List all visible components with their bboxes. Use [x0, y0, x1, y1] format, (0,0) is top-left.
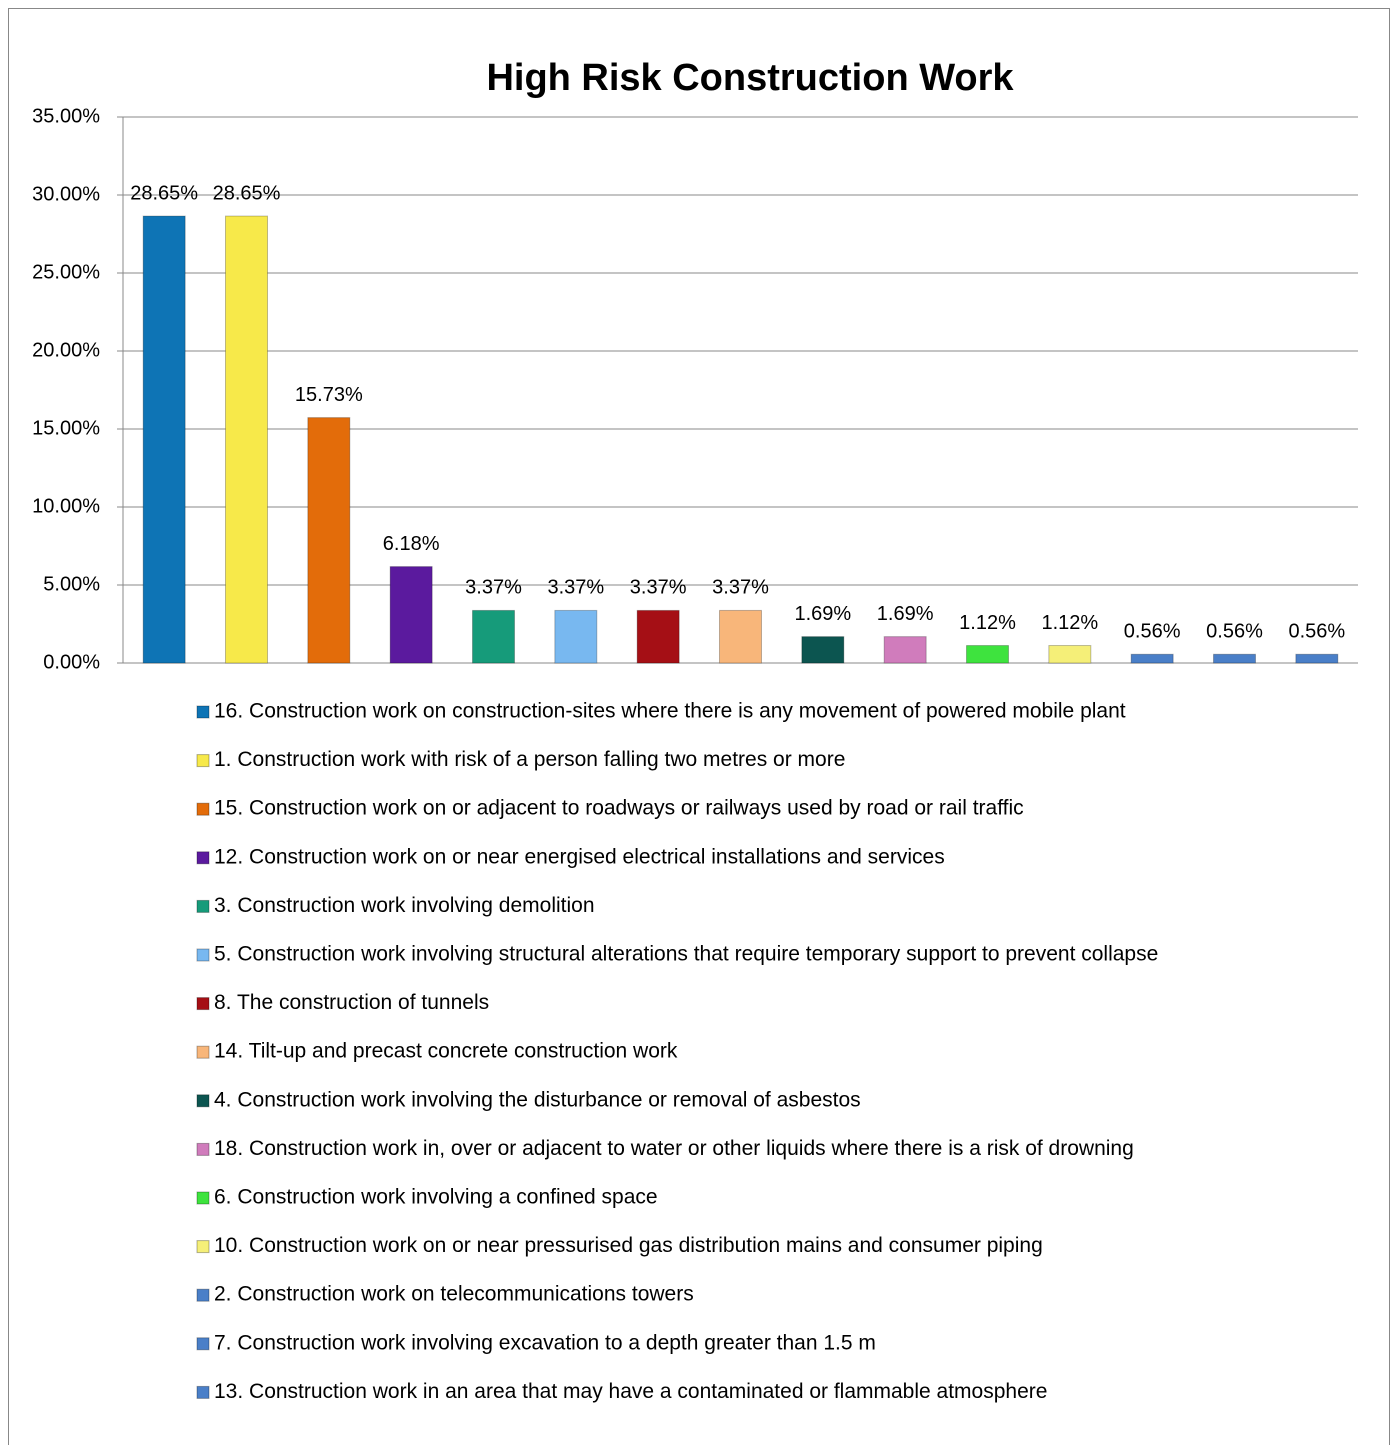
- data-label: 0.56%: [1124, 621, 1181, 643]
- legend-swatch: [196, 1191, 210, 1205]
- legend-swatch: [196, 754, 210, 768]
- legend-label: 13. Construction work in an area that ma…: [214, 1380, 1047, 1403]
- bar: [389, 566, 433, 664]
- bar: [307, 417, 351, 664]
- bar: [883, 636, 927, 664]
- data-label: 0.56%: [1288, 621, 1345, 643]
- data-label: 3.37%: [712, 577, 769, 599]
- legend-label: 8. The construction of tunnels: [214, 991, 489, 1014]
- data-label: 0.56%: [1206, 621, 1263, 643]
- chart-frame: [8, 8, 1390, 1445]
- y-tick-label: 0.00%: [43, 651, 100, 673]
- data-label: 1.12%: [1041, 612, 1098, 634]
- legend-swatch: [196, 1045, 210, 1059]
- legend-label: 5. Construction work involving structura…: [214, 943, 1158, 966]
- data-label: 28.65%: [213, 182, 281, 204]
- bar: [554, 609, 598, 664]
- chart-title: High Risk Construction Work: [486, 57, 1014, 99]
- bar: [142, 215, 186, 664]
- y-tick-label: 20.00%: [32, 339, 100, 361]
- legend-label: 4. Construction work involving the distu…: [214, 1088, 861, 1111]
- legend-swatch: [196, 1385, 210, 1399]
- legend-swatch: [196, 1142, 210, 1156]
- y-tick-label: 10.00%: [32, 495, 100, 517]
- bar: [472, 609, 515, 664]
- legend-label: 16. Construction work on construction-si…: [214, 700, 1126, 723]
- legend-swatch: [196, 1094, 210, 1108]
- legend-label: 7. Construction work involving excavatio…: [214, 1331, 876, 1354]
- bar: [1213, 653, 1256, 664]
- data-label: 28.65%: [130, 182, 198, 204]
- legend-label: 15. Construction work on or adjacent to …: [214, 797, 1024, 820]
- data-label: 1.69%: [877, 603, 934, 625]
- legend-swatch: [196, 899, 210, 913]
- bar: [801, 636, 845, 664]
- data-label: 1.69%: [794, 603, 851, 625]
- legend-swatch: [196, 1288, 210, 1302]
- bar: [636, 609, 680, 664]
- legend-swatch: [196, 997, 210, 1011]
- bar: [966, 645, 1009, 664]
- data-label: 6.18%: [383, 533, 440, 555]
- data-label: 15.73%: [295, 384, 363, 406]
- y-tick-label: 35.00%: [32, 105, 100, 127]
- bar: [1130, 653, 1174, 664]
- bar: [1048, 645, 1092, 664]
- legend-label: 6. Construction work involving a confine…: [214, 1186, 658, 1209]
- legend-label: 3. Construction work involving demolitio…: [214, 894, 595, 917]
- legend-swatch: [196, 705, 210, 719]
- data-label: 3.37%: [465, 577, 522, 599]
- legend-label: 18. Construction work in, over or adjace…: [214, 1137, 1134, 1160]
- legend-label: 12. Construction work on or near energis…: [214, 845, 945, 868]
- y-tick-label: 25.00%: [32, 261, 100, 283]
- y-tick-label: 30.00%: [32, 183, 100, 205]
- bar: [225, 215, 268, 664]
- data-label: 1.12%: [959, 612, 1016, 634]
- legend-label: 2. Construction work on telecommunicatio…: [214, 1283, 694, 1306]
- y-tick-label: 15.00%: [32, 417, 100, 439]
- bar: [719, 609, 762, 664]
- legend-swatch: [196, 1337, 210, 1351]
- legend-label: 10. Construction work on or near pressur…: [214, 1234, 1043, 1257]
- y-tick-label: 5.00%: [43, 573, 100, 595]
- bar: [1295, 653, 1339, 664]
- legend-swatch: [196, 802, 210, 816]
- legend-swatch: [196, 1240, 210, 1254]
- data-label: 3.37%: [630, 577, 687, 599]
- legend-swatch: [196, 948, 210, 962]
- legend-label: 14. Tilt-up and precast concrete constru…: [214, 1040, 678, 1063]
- legend-label: 1. Construction work with risk of a pers…: [214, 748, 845, 771]
- data-label: 3.37%: [547, 577, 604, 599]
- legend-swatch: [196, 851, 210, 865]
